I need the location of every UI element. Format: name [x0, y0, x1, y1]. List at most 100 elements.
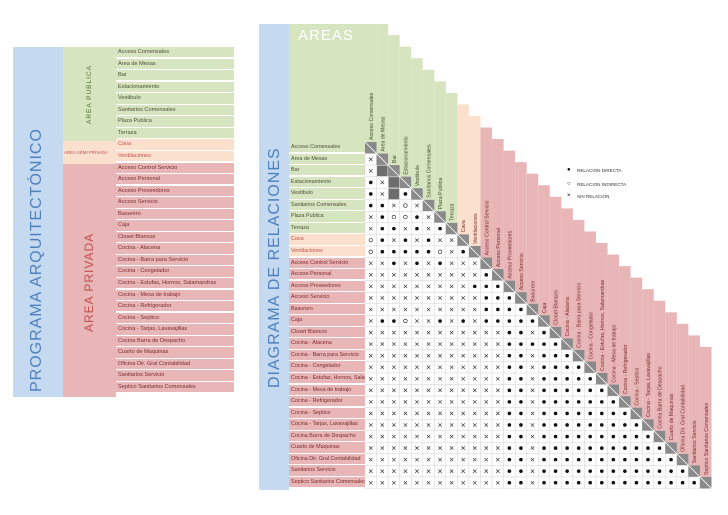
- sin-relacion-mark: [484, 342, 489, 347]
- relacion-directa-mark: [519, 446, 523, 450]
- sin-relacion-mark: [380, 469, 385, 474]
- sin-relacion-mark: [380, 307, 385, 312]
- diagonal-slash: [457, 234, 470, 247]
- relacion-directa-mark: [576, 388, 581, 393]
- column-header-label: Oficina Dir. Gral Contabilidad: [681, 385, 687, 452]
- sin-relacion-mark: [484, 365, 489, 370]
- matrix-row-label: Basurero: [289, 303, 365, 316]
- relacion-directa-mark: [484, 296, 489, 300]
- sin-relacion-mark: [403, 261, 408, 266]
- sin-relacion-mark: [530, 399, 535, 404]
- sin-relacion-mark: [403, 226, 408, 231]
- shaded-cell: [388, 177, 400, 188]
- sin-relacion-mark: [495, 342, 500, 347]
- sin-relacion-mark: [391, 330, 396, 335]
- sin-relacion-mark: [391, 284, 396, 289]
- column-header-band: [619, 266, 631, 397]
- area-semiprivada-label: AREA SEMI PRIVADA: [64, 150, 108, 155]
- relacion-directa-mark: [380, 215, 385, 219]
- relacion-directa-mark: [588, 423, 593, 427]
- sin-relacion-mark: [391, 480, 396, 485]
- sin-relacion-mark: [530, 330, 535, 335]
- relacion-directa-mark: [553, 423, 558, 427]
- sin-relacion-mark: [426, 469, 431, 474]
- relacion-directa-mark: [588, 388, 593, 393]
- matrix-row-label: Acceso Proveedores: [289, 280, 365, 292]
- relacion-directa-mark: [588, 434, 593, 439]
- sin-relacion-mark: [472, 307, 477, 312]
- relacion-directa-mark: [542, 423, 546, 427]
- diagonal-slash: [480, 257, 493, 270]
- matrix-row-label: Acceso Comensales: [289, 142, 365, 154]
- relacion-directa-mark: [519, 342, 523, 346]
- relacion-directa-mark: [599, 388, 604, 393]
- matrix-row-label: Area de Mesas: [289, 153, 365, 165]
- sin-relacion-mark: [380, 446, 385, 450]
- matrix-row-label: Cocina - Alacena: [289, 338, 365, 350]
- relacion-directa-mark: [611, 434, 616, 439]
- sin-relacion-mark: [472, 319, 477, 323]
- sin-relacion-mark: [438, 353, 442, 358]
- sin-relacion-mark: [415, 388, 419, 393]
- sin-relacion-mark: [403, 446, 408, 450]
- sin-relacion-mark: [438, 296, 442, 300]
- sin-relacion-mark: [472, 480, 477, 485]
- column-header-label: Cocina - Refrigerador: [623, 344, 629, 394]
- program-list-item: Closet Blancos: [116, 231, 234, 244]
- sin-relacion-mark: [380, 457, 385, 462]
- sin-relacion-mark: [472, 388, 477, 393]
- relacion-directa-mark: [507, 353, 512, 358]
- sin-relacion-mark: [530, 353, 535, 358]
- relacion-directa-mark: [657, 469, 662, 473]
- sin-relacion-mark: [438, 307, 442, 312]
- sin-relacion-mark: [438, 284, 442, 289]
- column-header-band: [468, 115, 481, 246]
- sin-relacion-mark: [391, 411, 396, 416]
- relacion-directa-mark: [496, 296, 500, 300]
- sin-relacion-mark: [368, 319, 373, 323]
- sin-relacion-mark: [449, 342, 454, 347]
- sin-relacion-mark: [368, 353, 373, 358]
- relacion-directa-mark: [588, 400, 593, 404]
- legend-sin-label: SIN RELACION: [577, 194, 610, 199]
- sin-relacion-mark: [472, 457, 477, 462]
- relacion-directa-mark: [599, 400, 604, 404]
- sin-relacion-mark: [426, 446, 431, 450]
- relacion-directa-mark: [565, 469, 569, 473]
- relacion-directa-mark: [438, 226, 442, 231]
- relacion-directa-mark: [692, 480, 696, 485]
- sin-relacion-mark: [449, 238, 454, 243]
- sin-relacion-mark: [438, 399, 442, 404]
- sin-relacion-mark: [415, 319, 419, 323]
- diagonal-slash: [537, 314, 551, 328]
- sin-relacion-mark: [426, 376, 431, 381]
- relacion-directa-mark: [611, 469, 616, 473]
- sin-relacion-mark: [472, 376, 477, 381]
- relacion-indirecta-mark: [403, 214, 408, 220]
- sin-relacion-mark: [403, 307, 408, 312]
- sin-relacion-mark: [438, 330, 442, 335]
- column-header-label: Terraza: [450, 203, 456, 220]
- relacion-directa-mark: [576, 469, 581, 473]
- sin-relacion-mark: [449, 284, 454, 289]
- relacion-directa-mark: [553, 353, 558, 358]
- sin-relacion-mark: [403, 423, 408, 427]
- relacion-directa-mark: [368, 192, 373, 196]
- sin-relacion-mark: [449, 319, 454, 323]
- program-list-item: Cocina - Congelador: [116, 266, 234, 278]
- column-header-band: [422, 69, 435, 200]
- relacion-directa-mark: [542, 365, 546, 370]
- relacion-directa-mark: [519, 376, 523, 381]
- sin-relacion-mark: [426, 423, 431, 427]
- sin-relacion-mark: [426, 272, 431, 277]
- sin-relacion-mark: [461, 411, 466, 416]
- relacion-directa-mark: [623, 480, 627, 485]
- column-header-label: Estacionamiento: [404, 136, 410, 174]
- diagonal-slash: [422, 199, 435, 212]
- sin-relacion-mark: [380, 388, 385, 393]
- relacion-directa-mark: [519, 365, 523, 370]
- column-header-band: [538, 185, 550, 316]
- relacion-directa-mark: [565, 434, 569, 439]
- sin-relacion-mark: [461, 480, 466, 485]
- sin-relacion-mark: [380, 192, 385, 196]
